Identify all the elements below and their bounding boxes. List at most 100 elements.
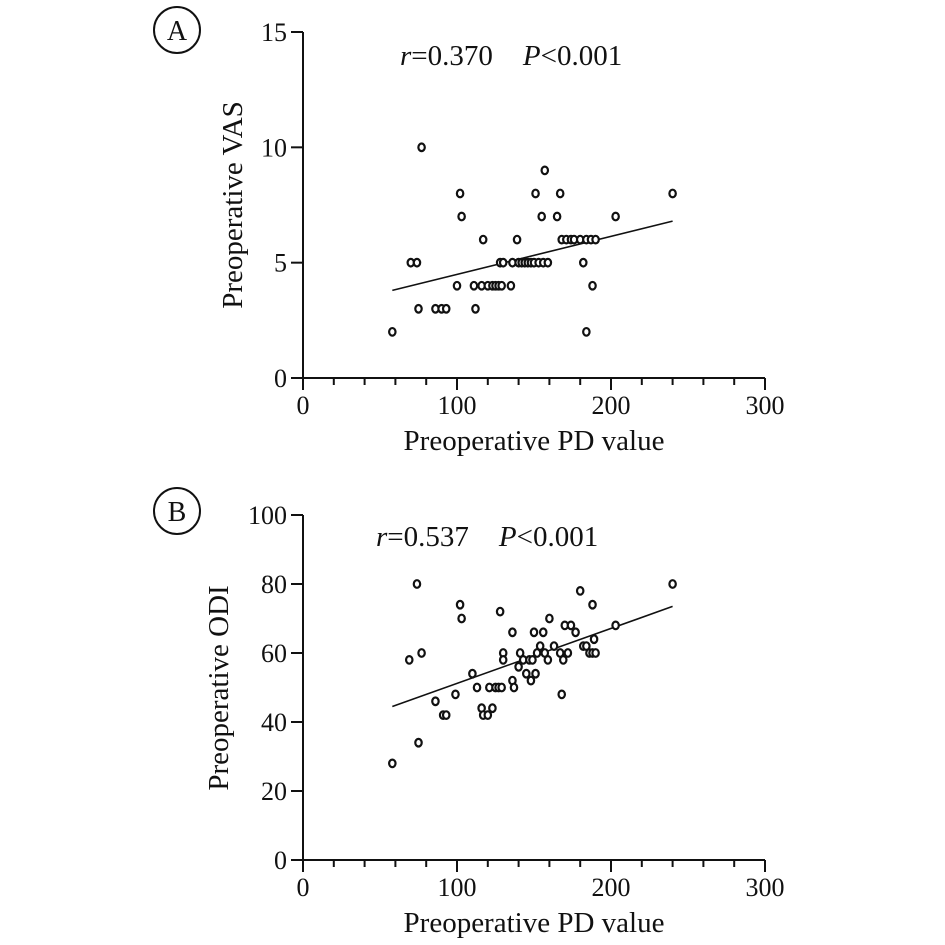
panel-a-r-label: r	[400, 40, 412, 72]
panel-a-data-point	[537, 211, 547, 222]
panel-b-data-point	[566, 620, 576, 631]
panel-b-data-point	[575, 586, 585, 596]
panel-b-x-tick-label: 0	[297, 873, 310, 902]
panel-a-data-point	[471, 303, 480, 314]
panel-b-r-value: =0.537	[387, 521, 469, 553]
panel-a-x-tick-label: 300	[746, 391, 785, 420]
panel-b-data-point	[483, 710, 493, 720]
panel-b-data-point	[431, 696, 440, 707]
panel-a-r-value: =0.370	[411, 40, 493, 72]
panel-b-axes: 0 100 200 300 0 20 40 60 80 100	[248, 501, 785, 902]
panel-a-data-point	[417, 142, 426, 153]
panel-b-data-point	[526, 675, 536, 686]
panel-a-data-point	[668, 188, 677, 199]
panel-a-data-point	[578, 257, 588, 268]
panel-a-x-title: Preoperative PD value	[404, 425, 665, 457]
panel-a-p-value: <0.001	[541, 40, 623, 72]
panel-b-data-point	[528, 655, 537, 665]
panel-a-data-point	[540, 165, 550, 176]
panel-b-data-point	[668, 579, 677, 589]
panel-b-stat: r=0.537 P<0.001	[376, 521, 598, 553]
panel-b-data-point	[414, 737, 423, 748]
panel-a-data-point	[512, 234, 522, 245]
panel-b-y-tick-label: 100	[248, 501, 287, 530]
panel-b-data-point	[468, 668, 477, 679]
panel-b-data-point	[589, 634, 599, 645]
panel-b-p-value: <0.001	[517, 521, 599, 553]
panel-b: B r=0.537 P<0.001 Preoperative ODI Preope…	[153, 487, 785, 939]
panel-b-p-label: P	[498, 521, 517, 553]
panel-b-data-point	[472, 682, 482, 693]
panel-b-y-tick-label: 60	[261, 639, 287, 668]
panel-b-data-point	[412, 579, 422, 589]
panel-b-data-point	[521, 668, 531, 679]
panel-a-p-label: P	[522, 40, 541, 72]
panel-b-data-point	[611, 620, 620, 631]
panel-a-data-point	[531, 188, 540, 199]
panel-b-data-point	[455, 599, 465, 610]
panel-a-data-point	[555, 188, 565, 199]
panel-a-points	[388, 142, 677, 337]
panel-b-x-tick-label: 200	[592, 873, 631, 902]
panel-a-data-point	[452, 280, 462, 291]
panel-b-x-tick-label: 300	[746, 873, 785, 902]
panel-b-data-point	[558, 655, 568, 665]
panel-a-data-point	[414, 303, 423, 314]
panel-a-regression-line	[392, 220, 673, 292]
panel-a-x-tick-label: 0	[297, 391, 310, 420]
panel-a-letter: A	[167, 16, 188, 47]
panel-a-data-point	[498, 257, 508, 268]
panel-b-data-point	[498, 655, 508, 665]
panel-a-data-point	[478, 234, 488, 245]
panel-b-data-point	[557, 689, 567, 700]
panel-a-data-point	[588, 280, 597, 291]
panel-b-x-title: Preoperative PD value	[404, 907, 665, 939]
panel-a-data-point	[552, 211, 562, 222]
panel-b-data-point	[549, 641, 559, 651]
panel-a-data-point	[591, 234, 600, 245]
panel-a-data-point	[388, 326, 397, 337]
panel-b-letter: B	[168, 497, 187, 528]
panel-b-data-point	[543, 655, 553, 665]
panel-b-data-point	[388, 758, 397, 769]
panel-b-data-point	[535, 641, 545, 651]
panel-b-points	[388, 579, 677, 769]
panel-a-data-point	[543, 257, 553, 268]
panel-b-y-tick-label: 80	[261, 570, 287, 599]
panel-a-x-tick-label: 200	[592, 391, 631, 420]
panel-a-data-point	[441, 303, 451, 314]
panel-b-data-point	[488, 703, 497, 714]
panel-a-x-tick-label: 100	[438, 391, 477, 420]
panel-a-fit	[392, 220, 673, 292]
panel-b-x-tick-label: 100	[438, 873, 477, 902]
panel-b-data-point	[571, 627, 580, 638]
panel-b-data-point	[563, 648, 573, 658]
panel-a-y-tick-label: 0	[274, 364, 287, 393]
panel-a-data-point	[469, 280, 479, 291]
panel-b-y-title: Preoperative ODI	[203, 585, 235, 790]
panel-a-data-point	[611, 211, 620, 222]
panel-a-y-tick-label: 15	[261, 18, 287, 47]
panel-b-data-point	[404, 655, 414, 665]
panel-a-data-point	[457, 211, 466, 222]
panel-b-data-point	[417, 648, 426, 658]
panel-b-y-tick-label: 20	[261, 777, 287, 806]
panel-b-data-point	[509, 682, 519, 693]
panel-b-data-point	[531, 668, 540, 679]
panel-b-data-point	[538, 627, 548, 638]
panel-b-y-tick-label: 0	[274, 846, 287, 875]
panel-b-data-point	[591, 648, 600, 658]
panel-a-data-point	[497, 280, 506, 291]
panel-b-data-point	[529, 627, 539, 638]
panel-b-data-point	[508, 627, 517, 638]
panel-a-data-point	[455, 188, 465, 199]
panel-b-data-point	[497, 682, 506, 693]
panel-b-data-point	[545, 613, 554, 624]
panel-a-data-point	[506, 280, 516, 291]
panel-b-data-point	[514, 661, 523, 672]
panel-b-badge	[153, 487, 201, 535]
panel-b-r-label: r	[376, 521, 388, 553]
panel-a-badge	[153, 6, 201, 54]
panel-a-data-point	[582, 326, 591, 337]
